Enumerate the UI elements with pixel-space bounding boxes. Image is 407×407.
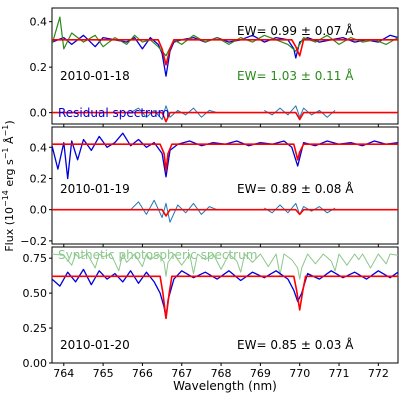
middle-ytick-label: 0.4 (30, 141, 48, 154)
top-panel-ew-green: EW= 1.03 ± 0.11 Å (237, 68, 354, 83)
synthetic-spectrum-label: Synthetic photospheric spectrum (58, 248, 257, 262)
bottom-panel-ew-black: EW= 0.85 ± 0.03 Å (237, 337, 354, 352)
bottom-ytick-label: 0.00 (23, 357, 48, 370)
bottom-model-line-2 (52, 275, 398, 320)
bottom-ytick-label: 0.25 (23, 322, 48, 335)
y-label-part-1: Flux (10 (3, 207, 16, 252)
top-residual-line-3 (130, 105, 218, 120)
bottom-panel-date: 2010-01-20 (60, 338, 130, 352)
top-residual-line-4 (264, 105, 336, 118)
middle-model-line-4 (52, 208, 398, 217)
bottom-ytick-label: 0.50 (23, 287, 48, 300)
y-label-exp-3: −1 (1, 125, 10, 137)
top-panel-ew-black: EW= 0.99 ± 0.07 Å (237, 23, 354, 38)
top-model-line-2 (52, 38, 398, 66)
bottom-panel-frame (51, 246, 399, 364)
top-panel-frame (51, 7, 399, 125)
y-label-part-2: erg s (3, 159, 16, 190)
middle-observed-line-0 (52, 132, 398, 180)
y-label-part-4: ) (3, 120, 16, 124)
top-ytick-label: 0.0 (30, 107, 48, 120)
y-label-exp-1: −14 (1, 190, 10, 207)
y-label-exp-2: −1 (1, 147, 10, 159)
y-label-part-3: Å (3, 136, 16, 147)
x-axis-label: Wavelength (nm) (173, 379, 277, 393)
y-axis-label: Flux (10−14 erg s−1 Å−1) (1, 120, 16, 251)
xtick-label: 768 (211, 367, 232, 380)
middle-panel-date: 2010-01-19 (60, 182, 130, 196)
xtick-label: 766 (132, 367, 153, 380)
top-model-line-5 (52, 111, 398, 123)
xtick-label: 765 (93, 367, 114, 380)
xtick-label: 771 (329, 367, 350, 380)
residual-spectrum-label: Residual spectrum (58, 106, 169, 120)
bottom-synthetic-line-0 (52, 253, 398, 280)
ticks-layer: 0.0 0.2 0.4 −0.2 0.0 0.2 0.4 0.00 0.25 0.50 0.75 76… (20, 16, 389, 380)
middle-ytick-label: −0.2 (20, 235, 47, 248)
series-layer (52, 16, 398, 320)
middle-ytick-label: 0.2 (30, 172, 48, 185)
bottom-panel-series (52, 253, 398, 320)
middle-panel-ew-black: EW= 0.89 ± 0.08 Å (237, 181, 354, 196)
xtick-label: 769 (250, 367, 271, 380)
xtick-label: 772 (368, 367, 389, 380)
middle-panel-frame (51, 126, 399, 245)
xtick-label: 767 (171, 367, 192, 380)
top-green-line-1 (52, 16, 398, 57)
middle-ytick-label: 0.0 (30, 204, 48, 217)
middle-panel-series (52, 132, 398, 223)
middle-model-line-1 (52, 143, 398, 172)
top-panel-series (52, 16, 398, 123)
xtick-label: 770 (289, 367, 310, 380)
middle-residual-line-2 (130, 199, 218, 223)
top-ytick-label: 0.4 (30, 16, 48, 29)
bottom-ytick-label: 0.75 (23, 252, 48, 265)
top-ytick-label: 0.2 (30, 61, 48, 74)
xtick-label: 764 (53, 367, 74, 380)
top-panel-date: 2010-01-18 (60, 69, 130, 83)
